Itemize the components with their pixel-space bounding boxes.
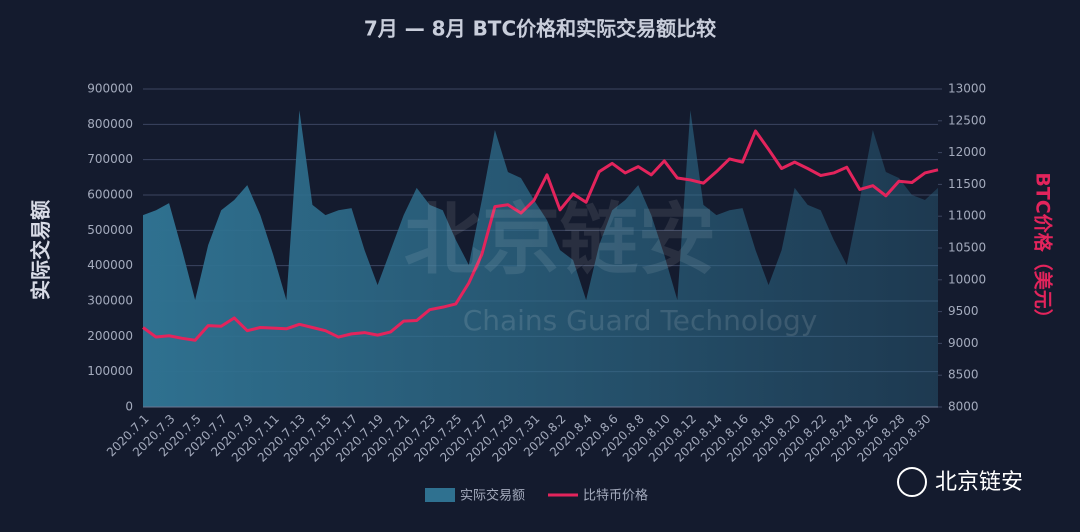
legend-label: 比特币价格 [583, 488, 648, 504]
y-tick-label: 500000 [87, 223, 133, 237]
y-tick-label: 700000 [87, 152, 133, 166]
y-axis-title: 实际交易额 [29, 200, 53, 300]
y-tick-label: 300000 [87, 294, 133, 308]
y2-tick-label: 10000 [948, 272, 986, 286]
y2-tick-label: 9000 [948, 336, 979, 350]
y-tick-label: 600000 [87, 188, 133, 202]
y-tick-label: 800000 [87, 117, 133, 131]
y-tick-label: 0 [125, 400, 133, 414]
y2-tick-label: 11500 [948, 177, 986, 191]
plot-area: 0 100000 200000 300000 400000 500000 600000 700… [87, 82, 986, 465]
brand-icon [897, 467, 927, 497]
chart-title: 7月 — 8月 BTC价格和实际交易额比较 [364, 17, 716, 41]
legend-label: 实际交易额 [460, 488, 525, 504]
brand: 北京链安 [935, 470, 1023, 495]
y2-tick-label: 12000 [948, 145, 986, 159]
watermark-sub: Chains Guard Technology [463, 304, 818, 337]
y2-tick-label: 12500 [948, 113, 986, 127]
y-tick-label: 100000 [87, 364, 133, 378]
y2-tick-label: 13000 [948, 82, 986, 96]
y2-axis-title: BTC价格（美元） [1032, 172, 1055, 327]
area [143, 110, 938, 407]
y2-tick-label: 8000 [948, 400, 979, 414]
watermark: 北京链安 [404, 195, 716, 285]
y2-tick-label: 11000 [948, 209, 986, 223]
y-tick-label: 900000 [87, 82, 133, 96]
y-tick-label: 400000 [87, 258, 133, 272]
legend-swatch [425, 488, 455, 502]
line [142, 129, 939, 342]
y2-tick-label: 10500 [948, 241, 986, 255]
y2-tick-label: 8500 [948, 368, 979, 382]
y2-tick-label: 9500 [948, 304, 979, 318]
y-tick-label: 200000 [87, 329, 133, 343]
